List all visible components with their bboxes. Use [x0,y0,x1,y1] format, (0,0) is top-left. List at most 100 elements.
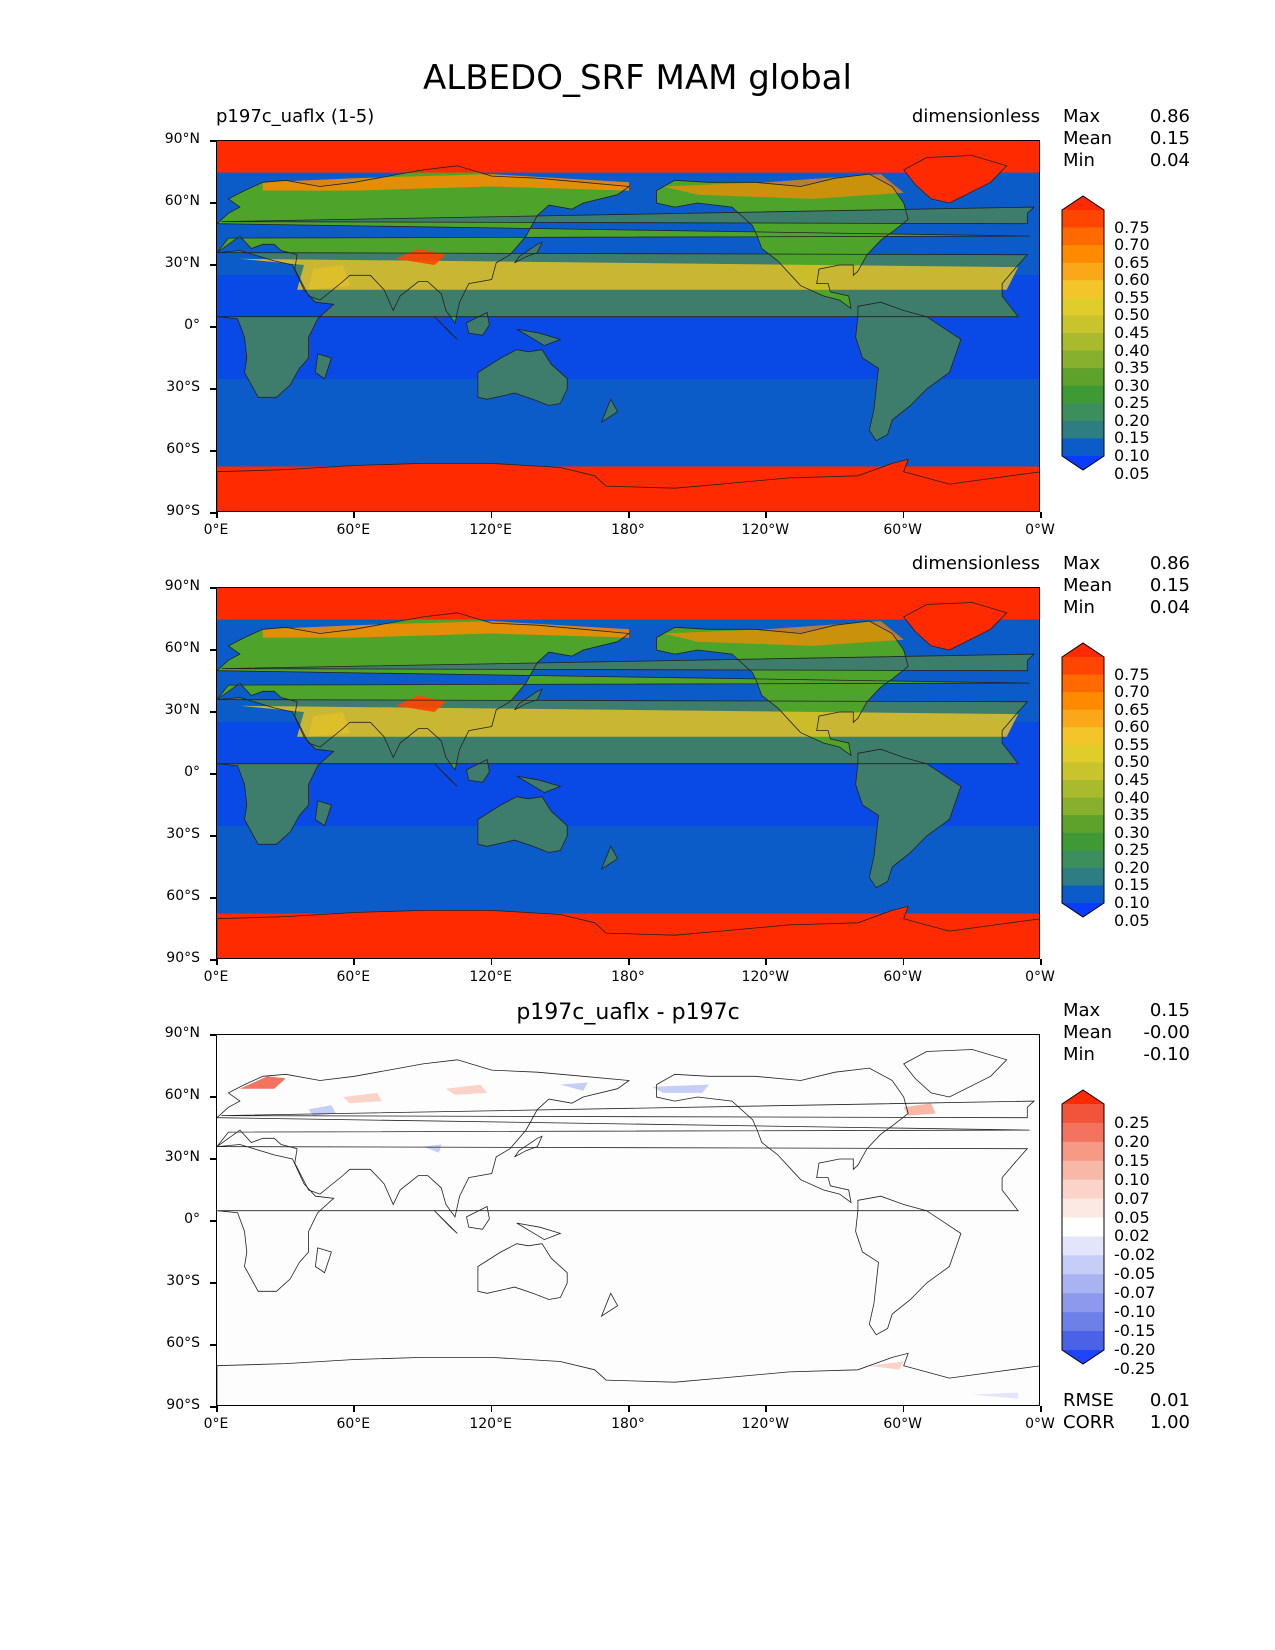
desert-sahara [239,705,1019,737]
stat-value-min: 0.04 [1149,597,1190,618]
y-tick-label: 90°S [166,1397,200,1413]
diff-anomaly [308,1105,336,1116]
x-tick-label: 0°E [203,969,229,985]
x-tick-label: 180° [611,969,645,985]
coastline-australia [477,1243,568,1300]
land-antarctica [217,906,1039,958]
colorbar-tick-label: 0.15 [1114,1150,1150,1170]
colorbar-segment [1062,227,1104,246]
colorbar-segment [1062,1141,1104,1162]
coastline-africa [217,697,1029,845]
x-tick-label: 0°E [203,522,229,538]
x-tick-mark [765,512,767,518]
y-tick-mark [210,959,216,961]
colorbar-segment [1062,350,1104,369]
land-island [466,312,490,336]
x-tick-mark [765,959,767,965]
x-tick-mark [216,1406,218,1412]
coastline-island [466,1205,490,1230]
colorbar-tick-label: 0.15 [1114,428,1150,448]
colorbar-segment [1062,1331,1104,1351]
y-tick-label: 60°N [164,640,200,656]
land-island [315,353,332,379]
coastline-island [314,353,332,380]
x-tick-label: 0°W [1025,522,1055,538]
colorbar-segment [1062,420,1104,439]
x-tick-label: 60°E [336,522,371,538]
colorbar-extend-min [1062,903,1104,917]
x-tick-label: 180° [611,1416,645,1432]
colorbar-segment [1062,297,1104,316]
y-tick-mark [210,1220,216,1222]
diff-anomaly [903,1103,936,1116]
colorbar-segment [1062,850,1104,869]
x-tick-label: 60°E [336,1416,371,1432]
colorbar-tick-label: 0.50 [1114,305,1150,325]
x-tick-mark [902,512,905,518]
colorbar-segment [1062,744,1104,763]
y-tick-mark [210,326,216,328]
coastline-south_america [855,1195,962,1336]
y-tick-label: 60°N [164,1087,200,1103]
coastline-north_america [656,1067,909,1204]
colorbar-segment [1062,762,1104,781]
colorbar-segment [1062,692,1104,711]
x-tick-label: 120°E [469,522,512,538]
coastline-greenland [903,155,1008,204]
colorbar-tick-label: 0.30 [1114,375,1150,395]
x-tick-mark [1040,959,1042,965]
y-tick-label: 60°S [166,441,200,457]
colorbar-segment [1062,403,1104,422]
x-tick-mark [216,959,218,965]
x-tick-label: 120°W [741,522,790,538]
stat-value-min: -0.10 [1143,1044,1190,1065]
colorbar-tick-label: -0.25 [1114,1358,1156,1378]
colorbar-segment [1062,385,1104,404]
colorbar-segment [1062,1293,1104,1313]
coastline-island [434,1210,458,1234]
colorbar-segment [1062,245,1104,264]
coastline-antarctica [217,1352,1039,1405]
colorbar-tick-label: -0.15 [1114,1321,1156,1341]
coastline-africa [217,250,1029,398]
desert-arabia [308,712,350,737]
colorbar-segment [1062,815,1104,834]
stat-label-min: Min [1063,150,1095,171]
colorbar-tick-label: 0.25 [1114,840,1150,860]
colorbar-segment [1062,438,1104,457]
colorbar-tick-label: -0.07 [1114,1283,1156,1303]
coastline-island [600,1292,619,1318]
colorbar-segment [1062,709,1104,728]
colorbar-segment [1062,280,1104,299]
tibet-snow [395,248,446,265]
x-tick-mark [490,512,493,518]
diff-anomaly [560,1082,588,1091]
colorbar-tick-label: -0.02 [1114,1245,1156,1265]
x-tick-mark [765,1406,767,1412]
x-tick-mark [628,512,630,518]
stat-value-rmse: 0.01 [1149,1390,1190,1411]
diff-field [217,1035,1039,1405]
y-tick-mark [210,388,216,390]
y-tick-mark [210,264,216,266]
x-tick-label: 60°W [883,522,922,538]
y-tick-label: 0° [184,764,200,780]
colorbar-tick-label: 0.35 [1114,358,1150,378]
desert-arabia [308,265,350,290]
x-tick-label: 120°W [741,1416,790,1432]
coastline-south_america [855,748,962,889]
x-tick-label: 120°W [741,969,790,985]
land-antarctica [217,459,1039,511]
colorbar-tick-label: -0.05 [1114,1264,1156,1284]
coastline-island [514,688,543,711]
colorbar-tick-label: 0.25 [1114,393,1150,413]
diff-anomaly [445,1084,488,1095]
x-tick-label: 0°E [203,1416,229,1432]
coastline-island [516,328,562,347]
coastline-island [314,1247,332,1274]
colorbar-segment [1062,1122,1104,1143]
land-island [221,207,1035,224]
stat-value-max: 0.86 [1149,553,1190,574]
y-tick-label: 0° [184,1211,200,1227]
coastline-europe_asia [217,612,1030,771]
